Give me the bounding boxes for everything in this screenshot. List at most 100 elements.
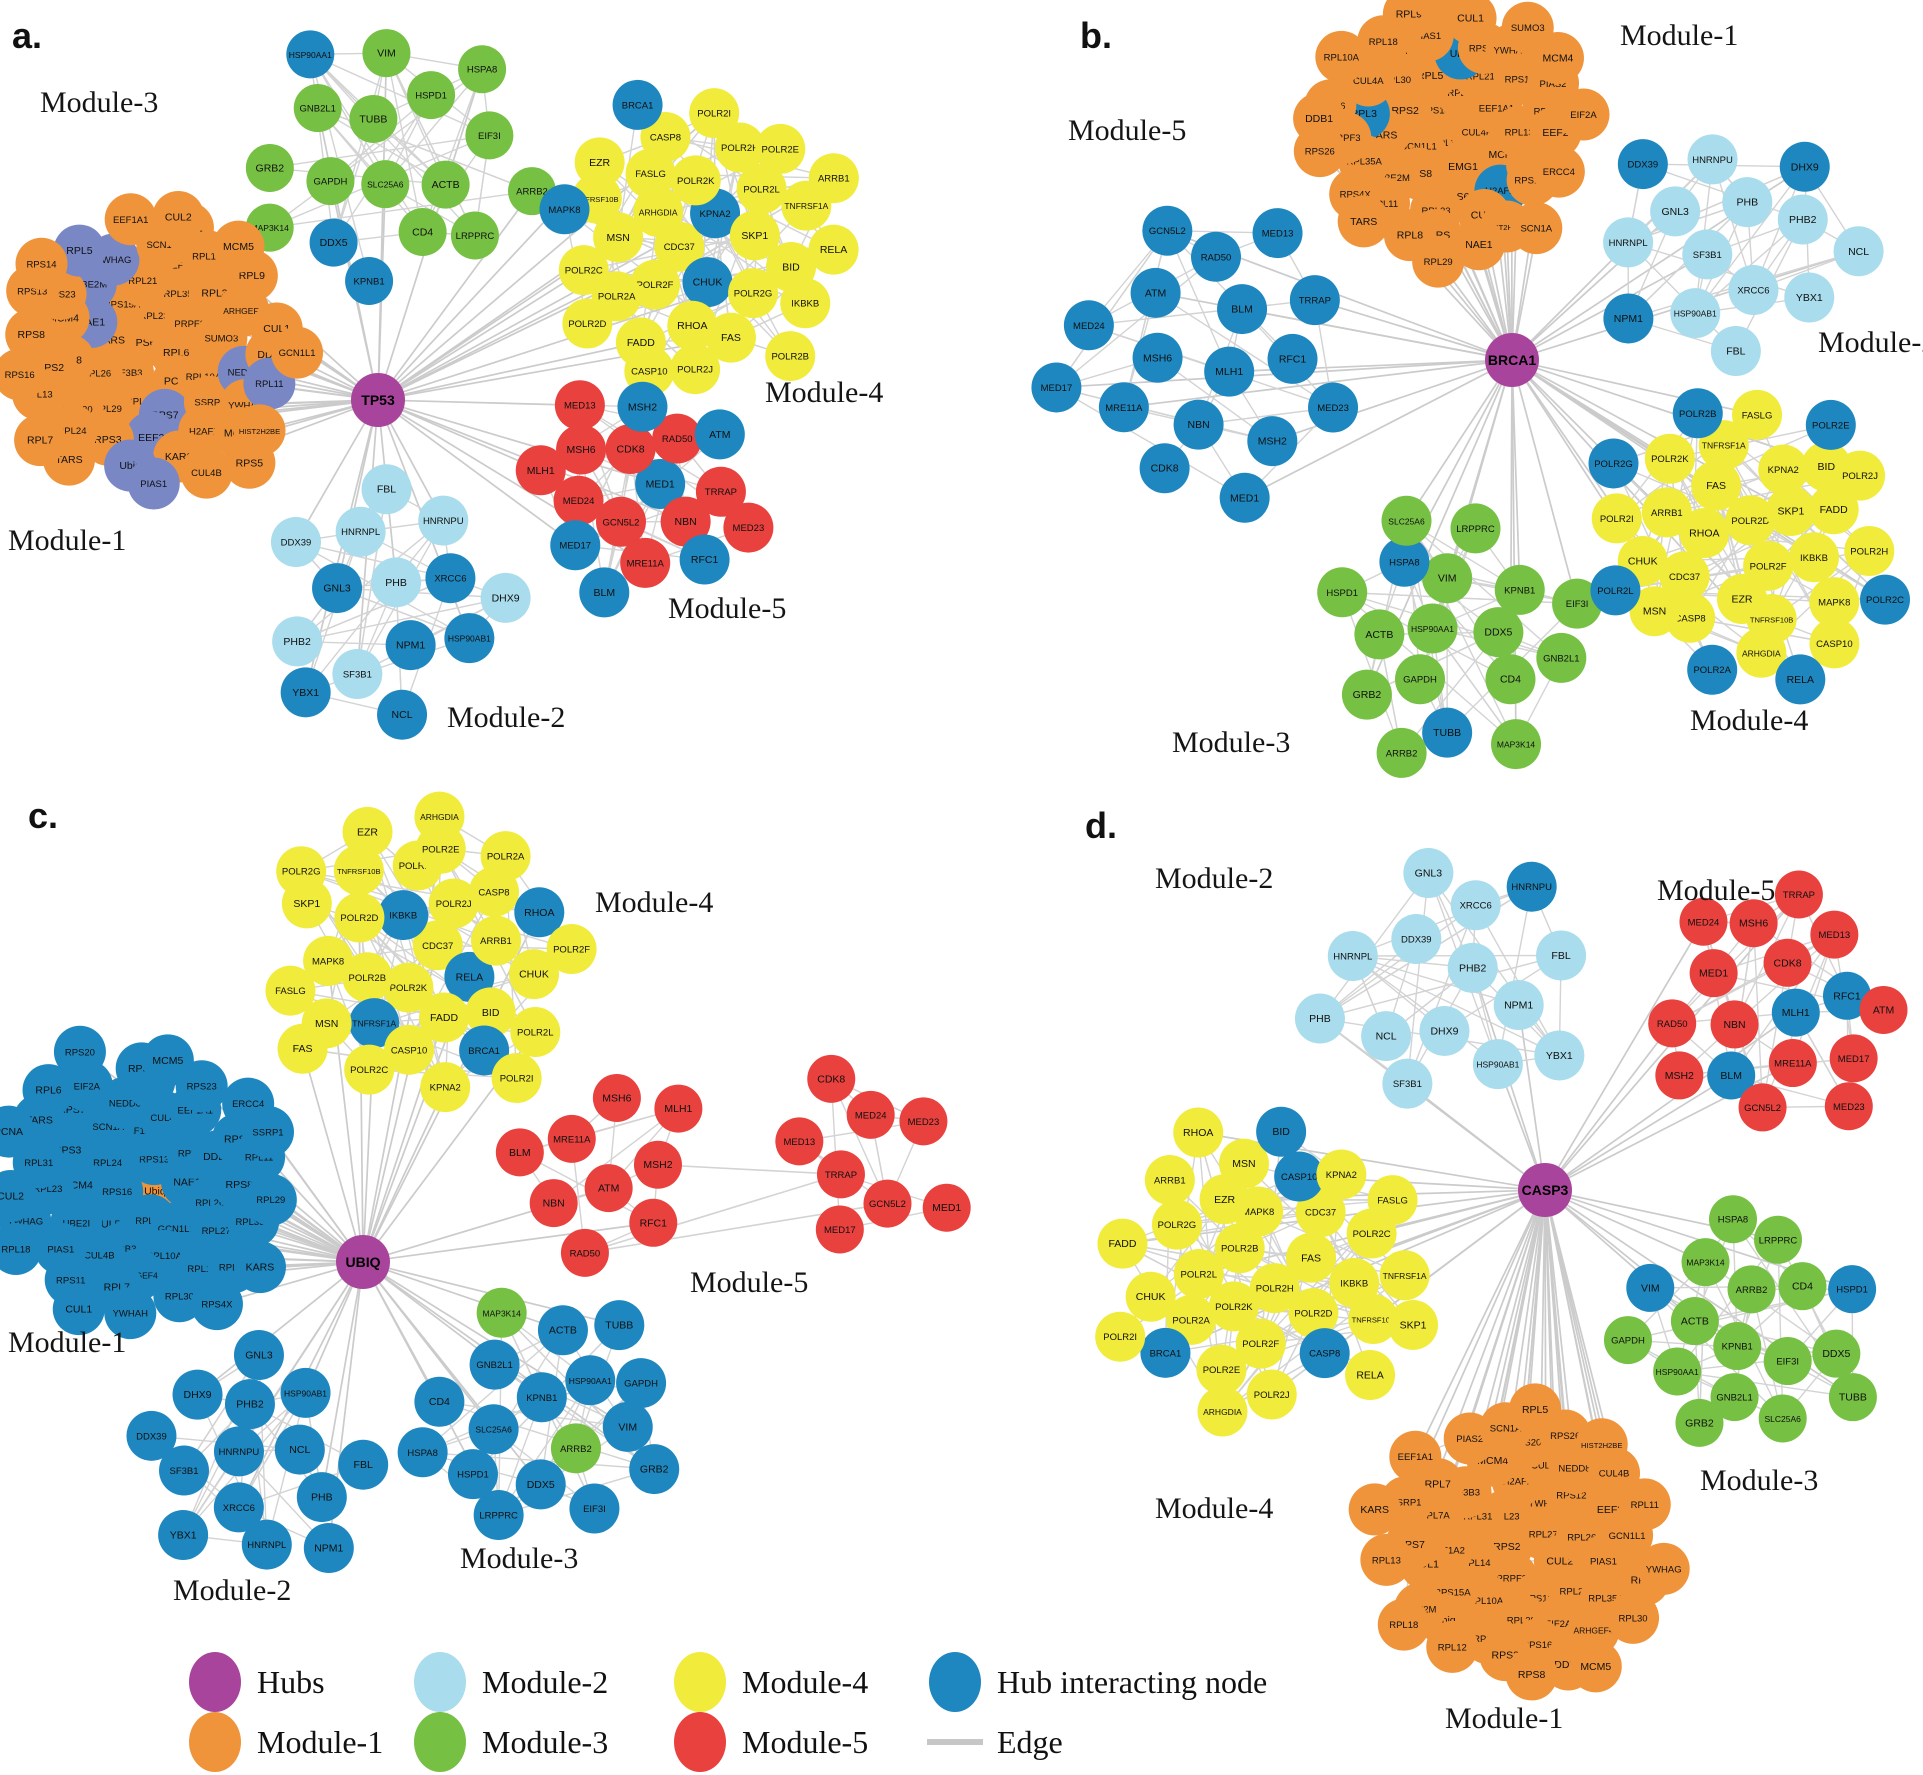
- node-arhgdia[interactable]: ARHGDIA: [414, 791, 465, 842]
- node-kpna2[interactable]: KPNA2: [420, 1062, 471, 1113]
- node-cdk8[interactable]: CDK8: [1763, 938, 1812, 987]
- node-ncl[interactable]: NCL: [274, 1424, 325, 1475]
- node-ddx39[interactable]: DDX39: [126, 1410, 177, 1461]
- node-eef1a1[interactable]: EEF1A1: [104, 193, 157, 246]
- node-phb[interactable]: PHB: [1294, 993, 1345, 1044]
- node-vim[interactable]: VIM: [362, 29, 411, 78]
- node-cd4[interactable]: CD4: [398, 208, 447, 257]
- node-polr2h[interactable]: POLR2H: [714, 122, 765, 173]
- node-ybx1[interactable]: YBX1: [280, 667, 331, 718]
- node-eef1a1[interactable]: EEF1A1: [1389, 1430, 1442, 1483]
- node-rela[interactable]: RELA: [808, 224, 859, 275]
- node-cdk8[interactable]: CDK8: [807, 1054, 856, 1103]
- node-polr2i[interactable]: POLR2I: [491, 1053, 542, 1104]
- node-brca1[interactable]: BRCA1: [1140, 1327, 1191, 1378]
- node-med13[interactable]: MED13: [775, 1117, 824, 1166]
- node-lrpprc[interactable]: LRPPRC: [473, 1490, 524, 1541]
- node-tubb[interactable]: TUBB: [1422, 707, 1473, 758]
- node-kpnb1[interactable]: KPNB1: [1494, 564, 1545, 615]
- node-rpl6[interactable]: RPL6: [22, 1064, 75, 1117]
- node-ncl[interactable]: NCL: [377, 689, 428, 740]
- node-kars[interactable]: KARS: [1348, 1483, 1401, 1536]
- node-arhgdia[interactable]: ARHGDIA: [1197, 1386, 1248, 1437]
- node-map3k14[interactable]: MAP3K14: [1681, 1238, 1730, 1287]
- node-med17[interactable]: MED17: [815, 1205, 864, 1254]
- node-gapdh[interactable]: GAPDH: [1395, 654, 1446, 705]
- node-hsp90ab1[interactable]: HSP90AB1: [280, 1367, 331, 1418]
- node-bid[interactable]: BID: [465, 987, 516, 1038]
- node-fbl[interactable]: FBL: [338, 1439, 389, 1490]
- node-rhoa[interactable]: RHOA: [667, 300, 718, 351]
- node-med1[interactable]: MED1: [1219, 472, 1270, 523]
- node-arrb1[interactable]: ARRB1: [808, 153, 859, 204]
- node-ncl[interactable]: NCL: [1833, 226, 1884, 277]
- node-med24[interactable]: MED24: [1679, 897, 1728, 946]
- node-kpnb1[interactable]: KPNB1: [516, 1372, 567, 1423]
- node-fbl[interactable]: FBL: [361, 464, 412, 515]
- node-atm[interactable]: ATM: [694, 409, 745, 460]
- node-casp10[interactable]: CASP10: [1809, 618, 1860, 669]
- node-msh2[interactable]: MSH2: [1655, 1051, 1704, 1100]
- node-polr2f[interactable]: POLR2F: [1235, 1318, 1286, 1369]
- node-ddx39[interactable]: DDX39: [1391, 914, 1442, 965]
- node-rpl29[interactable]: RPL29: [244, 1173, 297, 1226]
- node-rps16[interactable]: RPS16: [0, 348, 46, 401]
- node-rad50[interactable]: RAD50: [1648, 999, 1697, 1048]
- node-polr2k[interactable]: POLR2K: [1208, 1281, 1259, 1332]
- node-hsp90ab1[interactable]: HSP90AB1: [444, 613, 495, 664]
- node-hspa8[interactable]: HSPA8: [458, 45, 507, 94]
- node-mre11a[interactable]: MRE11A: [620, 537, 671, 588]
- node-ikbkb[interactable]: IKBKB: [378, 890, 429, 941]
- node-mlh1[interactable]: MLH1: [1771, 988, 1820, 1037]
- node-mapk8[interactable]: MAPK8: [1809, 577, 1860, 628]
- node-polr2i[interactable]: POLR2I: [1095, 1311, 1146, 1362]
- node-casp10[interactable]: CASP10: [384, 1024, 435, 1075]
- node-mlh1[interactable]: MLH1: [654, 1084, 703, 1133]
- node-dhx9[interactable]: DHX9: [1419, 1005, 1470, 1056]
- node-sf3b1[interactable]: SF3B1: [159, 1445, 210, 1496]
- node-dhx9[interactable]: DHX9: [172, 1369, 223, 1420]
- node-mlh1[interactable]: MLH1: [1204, 346, 1255, 397]
- node-mcm5[interactable]: MCM5: [212, 220, 265, 273]
- node-polr2l[interactable]: POLR2L: [736, 163, 787, 214]
- node-rfc1[interactable]: RFC1: [679, 534, 730, 585]
- node-polr2b[interactable]: POLR2B: [765, 331, 816, 382]
- node-ddx5[interactable]: DDX5: [1812, 1329, 1861, 1378]
- node-msh2[interactable]: MSH2: [617, 381, 668, 432]
- node-polr2f[interactable]: POLR2F: [630, 259, 681, 310]
- node-kars[interactable]: KARS: [233, 1241, 286, 1294]
- node-hnrnpl[interactable]: HNRNPL: [1603, 217, 1654, 268]
- hub-node-casp3[interactable]: CASP3: [1518, 1163, 1572, 1217]
- node-hsp90aa1[interactable]: HSP90AA1: [1653, 1347, 1702, 1396]
- node-fadd[interactable]: FADD: [1097, 1218, 1148, 1269]
- node-cdk8[interactable]: CDK8: [1139, 443, 1190, 494]
- node-hnrnpu[interactable]: HNRNPU: [213, 1426, 264, 1477]
- node-rhoa[interactable]: RHOA: [1679, 508, 1730, 559]
- node-gcn1l1[interactable]: GCN1L1: [271, 326, 324, 379]
- node-xrcc6[interactable]: XRCC6: [213, 1482, 264, 1533]
- node-msh2[interactable]: MSH2: [1247, 416, 1298, 467]
- node-slc25a6[interactable]: SLC25A6: [1758, 1394, 1807, 1443]
- node-tars[interactable]: TARS: [1337, 195, 1390, 248]
- node-polr2g[interactable]: POLR2G: [1151, 1199, 1202, 1250]
- node-actb[interactable]: ACTB: [537, 1305, 588, 1356]
- hub-node-ubiq[interactable]: UBIQ: [336, 1235, 390, 1289]
- node-arhgdia[interactable]: ARHGDIA: [1736, 627, 1787, 678]
- node-ddx39[interactable]: DDX39: [1617, 139, 1668, 190]
- node-fbl[interactable]: FBL: [1710, 326, 1761, 377]
- node-ddx39[interactable]: DDX39: [270, 516, 321, 567]
- node-polr2j[interactable]: POLR2J: [1246, 1369, 1297, 1420]
- node-npm1[interactable]: NPM1: [385, 620, 436, 671]
- node-slc25a6[interactable]: SLC25A6: [468, 1404, 519, 1455]
- node-mcm5[interactable]: MCM5: [141, 1034, 194, 1087]
- node-rps8[interactable]: RPS8: [5, 308, 58, 361]
- node-hnrnpl[interactable]: HNRNPL: [335, 506, 386, 557]
- node-mapk8[interactable]: MAPK8: [539, 184, 590, 235]
- node-rpl18[interactable]: RPL18: [1377, 1598, 1430, 1651]
- node-arrb2[interactable]: ARRB2: [1727, 1265, 1776, 1314]
- node-gnb2l1[interactable]: GNB2L1: [469, 1339, 520, 1390]
- node-mcm5[interactable]: MCM5: [1569, 1640, 1622, 1693]
- node-grb2[interactable]: GRB2: [245, 143, 294, 192]
- node-hspd1[interactable]: HSPD1: [447, 1449, 498, 1500]
- node-chuk[interactable]: CHUK: [1125, 1271, 1176, 1322]
